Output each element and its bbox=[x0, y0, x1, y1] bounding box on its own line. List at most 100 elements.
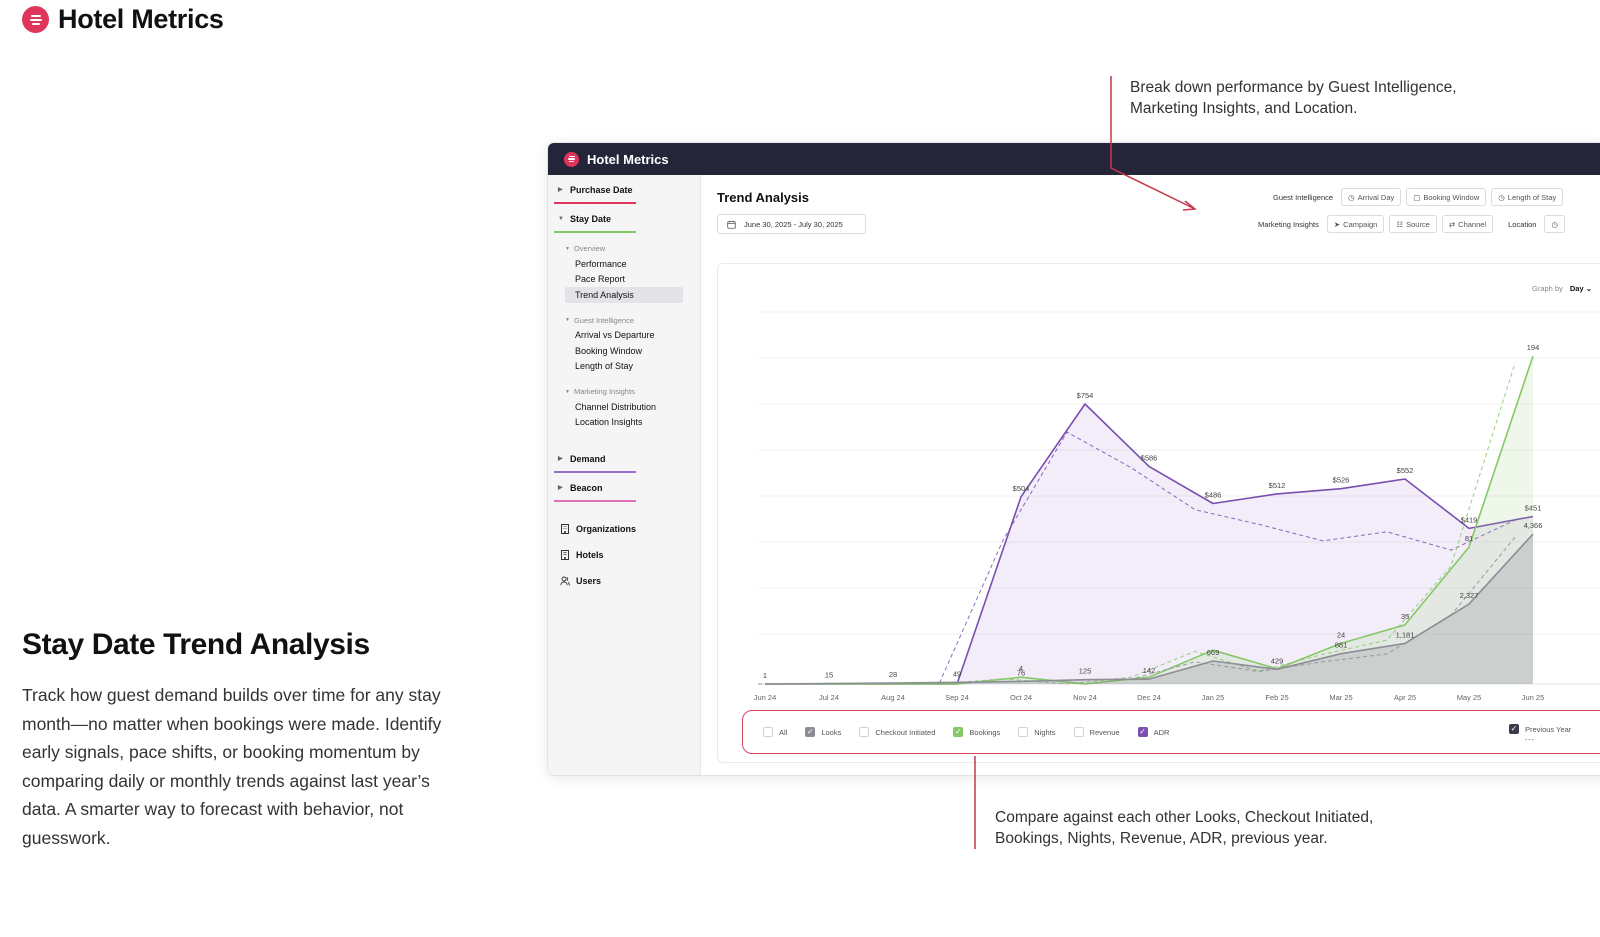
sidebar-item-trend-analysis[interactable]: Trend Analysis bbox=[565, 287, 683, 303]
chip-channel[interactable]: ⇄ Channel bbox=[1441, 215, 1494, 233]
legend-item-revenue[interactable]: Revenue bbox=[1073, 727, 1120, 737]
trend-chart: $504 $754 $586 $486 $512 $526 $552 $419 $451 4 24 3… bbox=[754, 311, 1600, 702]
graph-by-label: Graph by bbox=[1532, 284, 1563, 293]
legend-label: Nights bbox=[1034, 727, 1056, 737]
legend-label: Looks bbox=[821, 727, 842, 737]
section-underline bbox=[554, 202, 636, 204]
legend-item-previous-year[interactable]: ✓ Previous Year --- bbox=[1509, 724, 1571, 744]
app-window: Hotel Metrics ▶ Purchase Date ▼ Stay Dat… bbox=[548, 143, 1600, 775]
data-label: 35 bbox=[1401, 612, 1409, 621]
data-label: 28 bbox=[889, 670, 897, 679]
brand: Hotel Metrics bbox=[22, 4, 224, 35]
brand-name: Hotel Metrics bbox=[58, 4, 224, 34]
section-underline bbox=[554, 500, 636, 502]
checkbox[interactable]: ✓ bbox=[805, 727, 816, 737]
data-label: 881 bbox=[1335, 641, 1348, 650]
sidebar-subheading[interactable]: ▼ Guest Intelligence bbox=[548, 313, 700, 328]
sidebar-item-pace-report[interactable]: Pace Report bbox=[575, 274, 626, 285]
checkbox[interactable]: ✓ bbox=[1137, 727, 1148, 737]
date-range-picker[interactable]: June 30, 2025 - July 30, 2025 bbox=[717, 214, 866, 234]
checkbox[interactable] bbox=[859, 727, 870, 737]
data-label: 1,181 bbox=[1396, 630, 1415, 639]
data-label: $526 bbox=[1333, 476, 1350, 485]
data-label: 125 bbox=[1079, 667, 1092, 676]
caret-down-icon: ▼ bbox=[565, 245, 570, 252]
chart-legend: All ✓ Looks Checkout Initiated ✓ Bookings Nigh… bbox=[742, 710, 1600, 754]
caret-right-icon: ▶ bbox=[558, 456, 563, 462]
marketing-insights-filters: Marketing Insights ➤ Campaign ☷ Source ⇄ Ch… bbox=[1258, 215, 1566, 233]
caret-right-icon: ▶ bbox=[558, 187, 563, 193]
chip-campaign[interactable]: ➤ Campaign bbox=[1326, 215, 1385, 233]
x-tick-label: Dec 24 bbox=[1137, 693, 1161, 702]
hero-description: Track how guest demand builds over time … bbox=[22, 685, 442, 848]
legend-label: Checkout Initiated bbox=[875, 727, 936, 737]
sidebar-subheading[interactable]: ▼ Overview bbox=[548, 241, 700, 256]
section-underline bbox=[554, 471, 636, 473]
legend-item-looks[interactable]: ✓ Looks bbox=[805, 727, 841, 737]
sidebar-link-label: Hotels bbox=[576, 550, 604, 560]
graph-by-value[interactable]: Day ⌄ bbox=[1569, 284, 1592, 293]
sidebar-link-hotels[interactable]: Hotels bbox=[548, 542, 700, 568]
caret-down-icon: ▼ bbox=[558, 215, 564, 222]
guest-intelligence-filters: Guest Intelligence ◷ Arrival Day ▢ Booking… bbox=[1273, 188, 1564, 206]
sidebar-section-demand[interactable]: ▶ Demand bbox=[548, 444, 700, 473]
legend-item-all[interactable]: All bbox=[763, 727, 787, 737]
app-topbar: Hotel Metrics bbox=[548, 143, 1600, 175]
series-area-bookings bbox=[765, 356, 1533, 684]
checkbox[interactable] bbox=[1073, 727, 1084, 737]
subheading-label: Guest Intelligence bbox=[573, 315, 634, 325]
hotel-icon bbox=[561, 550, 569, 560]
checkbox[interactable] bbox=[763, 727, 773, 737]
chip-label: Length of Stay bbox=[1507, 192, 1557, 202]
sidebar-subheading[interactable]: ▼ Marketing Insights bbox=[548, 384, 700, 399]
sidebar-item-performance[interactable]: Performance bbox=[575, 258, 627, 269]
legend-label: Revenue bbox=[1089, 727, 1120, 737]
sidebar-section-label: Stay Date bbox=[570, 213, 612, 224]
sidebar-section-beacon[interactable]: ▶ Beacon bbox=[548, 473, 700, 502]
calendar-icon bbox=[727, 220, 736, 229]
chip-source[interactable]: ☷ Source bbox=[1389, 215, 1437, 233]
callout-filters: Break down performance by Guest Intellig… bbox=[1130, 79, 1457, 117]
data-label: $419 bbox=[1461, 515, 1478, 524]
sidebar-link-users[interactable]: Users bbox=[548, 568, 700, 594]
date-range-value: June 30, 2025 - July 30, 2025 bbox=[744, 219, 843, 229]
window-icon: ▢ bbox=[1413, 192, 1421, 202]
checkbox[interactable]: ✓ bbox=[1509, 724, 1519, 734]
megaphone-icon: ➤ bbox=[1333, 219, 1341, 229]
chip-label: Campaign bbox=[1343, 219, 1378, 229]
sidebar-section-stay-date[interactable]: ▼ Stay Date bbox=[548, 204, 700, 233]
chip-booking-window[interactable]: ▢ Booking Window bbox=[1406, 188, 1487, 206]
legend-item-checkout-initiated[interactable]: Checkout Initiated bbox=[859, 727, 935, 737]
sidebar-item-booking-window[interactable]: Booking Window bbox=[575, 345, 643, 356]
graph-by-control[interactable]: Graph by Day ⌄ bbox=[1532, 284, 1592, 293]
sidebar-group-marketing-insights: ▼ Marketing Insights Channel Distribution… bbox=[548, 376, 700, 444]
chip-arrival-day[interactable]: ◷ Arrival Day bbox=[1341, 188, 1402, 206]
data-label: 142 bbox=[1143, 666, 1156, 675]
data-label: 76 bbox=[1017, 668, 1025, 677]
sidebar-section-label: Demand bbox=[570, 453, 606, 464]
caret-down-icon: ▼ bbox=[565, 388, 570, 395]
series-area-adr bbox=[765, 404, 1533, 684]
chip-label: Booking Window bbox=[1423, 192, 1480, 202]
legend-item-bookings[interactable]: ✓ Bookings bbox=[953, 727, 1000, 737]
sidebar-item-length-of-stay[interactable]: Length of Stay bbox=[575, 361, 634, 372]
data-label: 81 bbox=[1465, 534, 1473, 543]
legend-item-adr[interactable]: ✓ ADR bbox=[1137, 727, 1169, 737]
data-label: $504 bbox=[1013, 484, 1030, 493]
x-tick-label: Mar 25 bbox=[1329, 693, 1352, 702]
data-label: $486 bbox=[1205, 491, 1222, 500]
legend-item-nights[interactable]: Nights bbox=[1018, 727, 1056, 737]
sidebar-item-channel-distribution[interactable]: Channel Distribution bbox=[575, 401, 657, 412]
data-label: 24 bbox=[1337, 630, 1345, 639]
subheading-label: Overview bbox=[573, 244, 606, 253]
sidebar-section-purchase-date[interactable]: ▶ Purchase Date bbox=[548, 175, 700, 204]
checkbox[interactable] bbox=[1018, 727, 1029, 737]
checkbox[interactable]: ✓ bbox=[953, 727, 964, 737]
data-label: 4,366 bbox=[1524, 521, 1543, 530]
sidebar-link-organizations[interactable]: Organizations bbox=[548, 516, 700, 542]
sidebar-item-location-insights[interactable]: Location Insights bbox=[575, 417, 643, 428]
chip-length-of-stay[interactable]: ◷ Length of Stay bbox=[1491, 188, 1564, 206]
sidebar-item-arrival-vs-departure[interactable]: Arrival vs Departure bbox=[575, 330, 655, 341]
chip-location[interactable]: ◷ bbox=[1544, 215, 1566, 233]
filter-group-label: Guest Intelligence bbox=[1273, 192, 1334, 202]
